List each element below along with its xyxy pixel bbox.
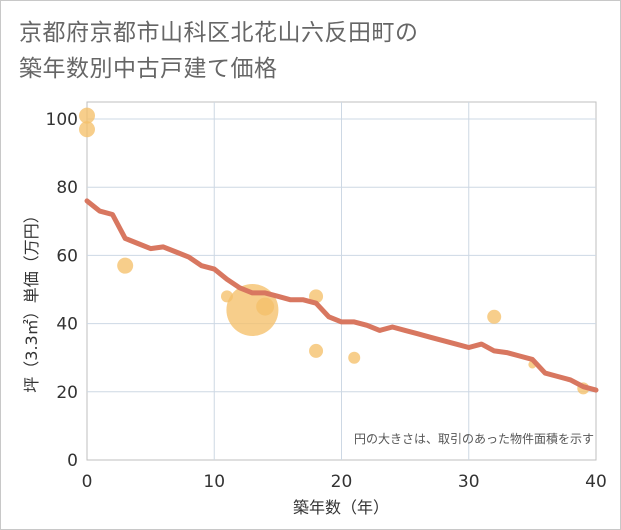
- bubble-point: [348, 351, 361, 364]
- size-note: 円の大きさは、取引のあった物件面積を示す: [354, 431, 594, 446]
- y-tick-label: 60: [56, 246, 78, 266]
- x-tick-label: 10: [203, 472, 225, 492]
- chart-title-line-2: 築年数別中古戸建て価格: [19, 56, 278, 82]
- x-tick-label: 40: [585, 472, 607, 492]
- chart-title-line-1: 京都府京都市山科区北花山六反田町の: [19, 20, 419, 46]
- x-tick-label: 30: [458, 472, 480, 492]
- bubble-point: [309, 343, 324, 358]
- y-tick-label: 0: [67, 451, 78, 471]
- y-tick-label: 100: [46, 110, 78, 130]
- y-tick-label: 80: [56, 178, 78, 198]
- bubble-point: [79, 107, 95, 124]
- bubble-point: [256, 297, 275, 316]
- y-axis-label: 坪（3.3㎡）単価（万円）: [22, 207, 41, 392]
- trend-line: [84, 198, 599, 393]
- y-tick-label: 40: [56, 315, 78, 335]
- bubble-point: [117, 257, 134, 274]
- bubble-point: [487, 309, 502, 324]
- bubble-point: [79, 121, 95, 138]
- y-tick-label: 20: [56, 383, 78, 403]
- x-tick-label: 0: [82, 472, 93, 492]
- chart-title: 京都府京都市山科区北花山六反田町の 築年数別中古戸建て価格: [19, 15, 419, 87]
- x-axis-label: 築年数（年）: [293, 498, 389, 517]
- bubble-point: [226, 283, 279, 336]
- x-tick-label: 20: [331, 472, 353, 492]
